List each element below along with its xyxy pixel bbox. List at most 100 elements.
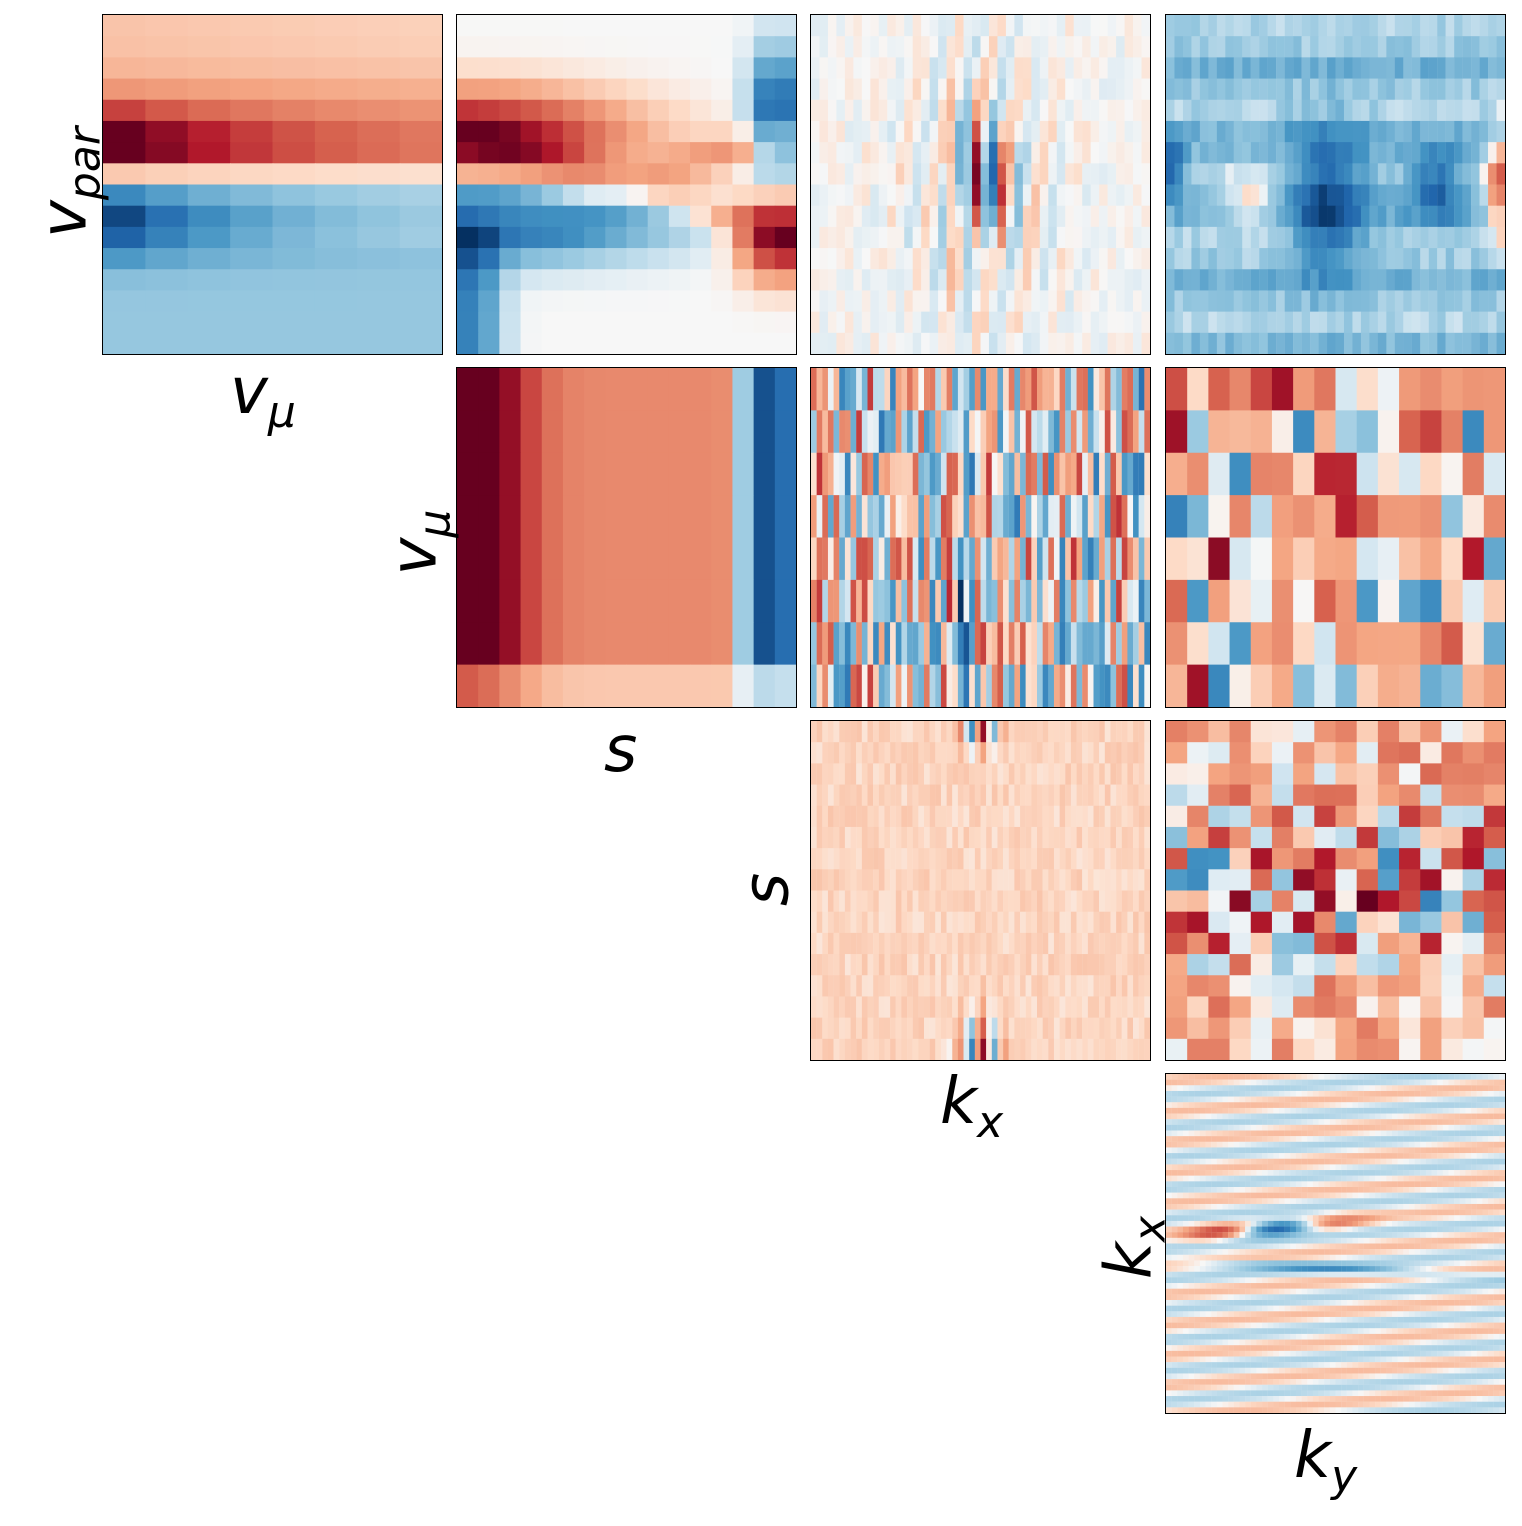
- heatmap-cell: [1104, 869, 1111, 891]
- heatmap-cell: [844, 226, 854, 249]
- heatmap-cell: [844, 78, 854, 101]
- heatmap-cell: [1399, 975, 1421, 997]
- heatmap-cell: [1205, 1136, 1212, 1142]
- heatmap-cell: [584, 368, 606, 412]
- heatmap-cell: [853, 269, 863, 291]
- heatmap-cell: [929, 537, 936, 581]
- heatmap-cell: [991, 911, 998, 934]
- heatmap-cell: [901, 721, 908, 743]
- heatmap-cell: [839, 784, 846, 807]
- heatmap-cell: [1471, 1119, 1477, 1125]
- heatmap-cell: [861, 290, 871, 313]
- heatmap-cell: [827, 721, 834, 743]
- heatmap-cell: [1301, 15, 1311, 37]
- heatmap-cell: [946, 742, 953, 764]
- heatmap-cell: [1403, 290, 1412, 313]
- heatmap-cell: [811, 784, 817, 807]
- heatmap-cell: [711, 99, 733, 122]
- heatmap-cell: [499, 57, 521, 79]
- heatmap-cell: [1239, 1147, 1246, 1154]
- heatmap-cell: [1138, 763, 1145, 785]
- heatmap-cell: [1411, 205, 1421, 228]
- heatmap-cell: [873, 911, 879, 934]
- heatmap-cell: [272, 248, 316, 270]
- heatmap-cell: [811, 954, 817, 976]
- heatmap-cell: [827, 890, 834, 913]
- heatmap-cell: [1488, 1141, 1494, 1148]
- heatmap-cell: [844, 163, 854, 185]
- heatmap-cell: [811, 721, 817, 743]
- heatmap-cell: [884, 452, 891, 496]
- heatmap-cell: [1271, 911, 1294, 934]
- heatmap-cell: [929, 1038, 936, 1060]
- heatmap-cell: [1392, 1090, 1398, 1097]
- heatmap-cell: [1454, 311, 1463, 334]
- heatmap-cell: [1425, 1175, 1432, 1182]
- heatmap-cell: [668, 163, 691, 185]
- heatmap-cell: [1211, 1175, 1217, 1182]
- heatmap-cell: [1392, 1119, 1398, 1125]
- heatmap-cell: [887, 99, 896, 122]
- heatmap-cell: [1082, 763, 1088, 785]
- heatmap-cell: [850, 495, 857, 539]
- heatmap-cell: [1293, 332, 1302, 354]
- heatmap-cell: [1335, 721, 1358, 743]
- heatmap-cell: [1256, 1130, 1263, 1137]
- heatmap-cell: [1239, 1096, 1246, 1103]
- heatmap-cell: [1420, 1187, 1427, 1193]
- heatmap-cell: [1239, 1181, 1246, 1188]
- heatmap-cell: [1229, 932, 1252, 955]
- heatmap-cell: [1408, 1119, 1415, 1125]
- heatmap-cell: [399, 120, 442, 143]
- heatmap-cell: [980, 848, 987, 870]
- heatmap-cell: [907, 826, 913, 849]
- heatmap-cell: [1177, 1141, 1184, 1148]
- heatmap-cell: [844, 954, 851, 976]
- heatmap-cell: [878, 911, 885, 934]
- heatmap-cell: [1375, 1102, 1381, 1109]
- heatmap-cell: [822, 495, 829, 539]
- heatmap-cell: [1222, 1158, 1229, 1165]
- heatmap-cell: [1476, 1074, 1483, 1080]
- heatmap-cell: [1187, 1017, 1209, 1040]
- heatmap-cell: [1276, 332, 1285, 354]
- heatmap-cell: [822, 848, 829, 870]
- heatmap-cell: [1070, 1038, 1077, 1060]
- heatmap-cell: [921, 311, 930, 334]
- heatmap-cell: [1216, 1079, 1223, 1086]
- heatmap-cell: [1233, 1141, 1240, 1148]
- heatmap-cell: [1496, 290, 1505, 313]
- heatmap-cell: [1442, 1192, 1449, 1199]
- heatmap-cell: [1324, 1124, 1330, 1131]
- heatmap-cell: [1014, 932, 1021, 955]
- heatmap-cell: [399, 99, 442, 122]
- heatmap-cell: [1403, 226, 1412, 249]
- heatmap-cell: [839, 368, 846, 412]
- heatmap-cell: [938, 163, 947, 185]
- heatmap-cell: [1208, 826, 1230, 849]
- heatmap-cell: [1065, 932, 1072, 955]
- heatmap-cell: [1110, 932, 1117, 955]
- heatmap-cell: [1394, 248, 1404, 270]
- heatmap-cell: [1290, 1090, 1297, 1097]
- heatmap-cell: [1358, 1164, 1364, 1171]
- heatmap-cell: [1116, 163, 1125, 185]
- heatmap-cell: [1408, 1158, 1415, 1165]
- heatmap-cell: [1483, 452, 1505, 496]
- heatmap-cell: [1166, 1074, 1172, 1080]
- heatmap-cell: [1014, 248, 1024, 270]
- heatmap-cell: [520, 15, 543, 37]
- heatmap-cell: [1059, 622, 1066, 666]
- heatmap-cell: [1166, 1096, 1172, 1103]
- heatmap-cell: [520, 120, 543, 143]
- heatmap-cell: [873, 805, 879, 828]
- heatmap-cell: [1110, 954, 1117, 976]
- heatmap-cell: [1008, 622, 1015, 666]
- heatmap-cell: [997, 848, 1004, 870]
- heatmap-cell: [1273, 1113, 1280, 1120]
- heatmap-cell: [986, 410, 992, 454]
- heatmap-cell: [1445, 205, 1455, 228]
- heatmap-cell: [816, 1017, 823, 1040]
- heatmap-cell: [584, 664, 606, 707]
- heatmap-cell: [1403, 1130, 1410, 1137]
